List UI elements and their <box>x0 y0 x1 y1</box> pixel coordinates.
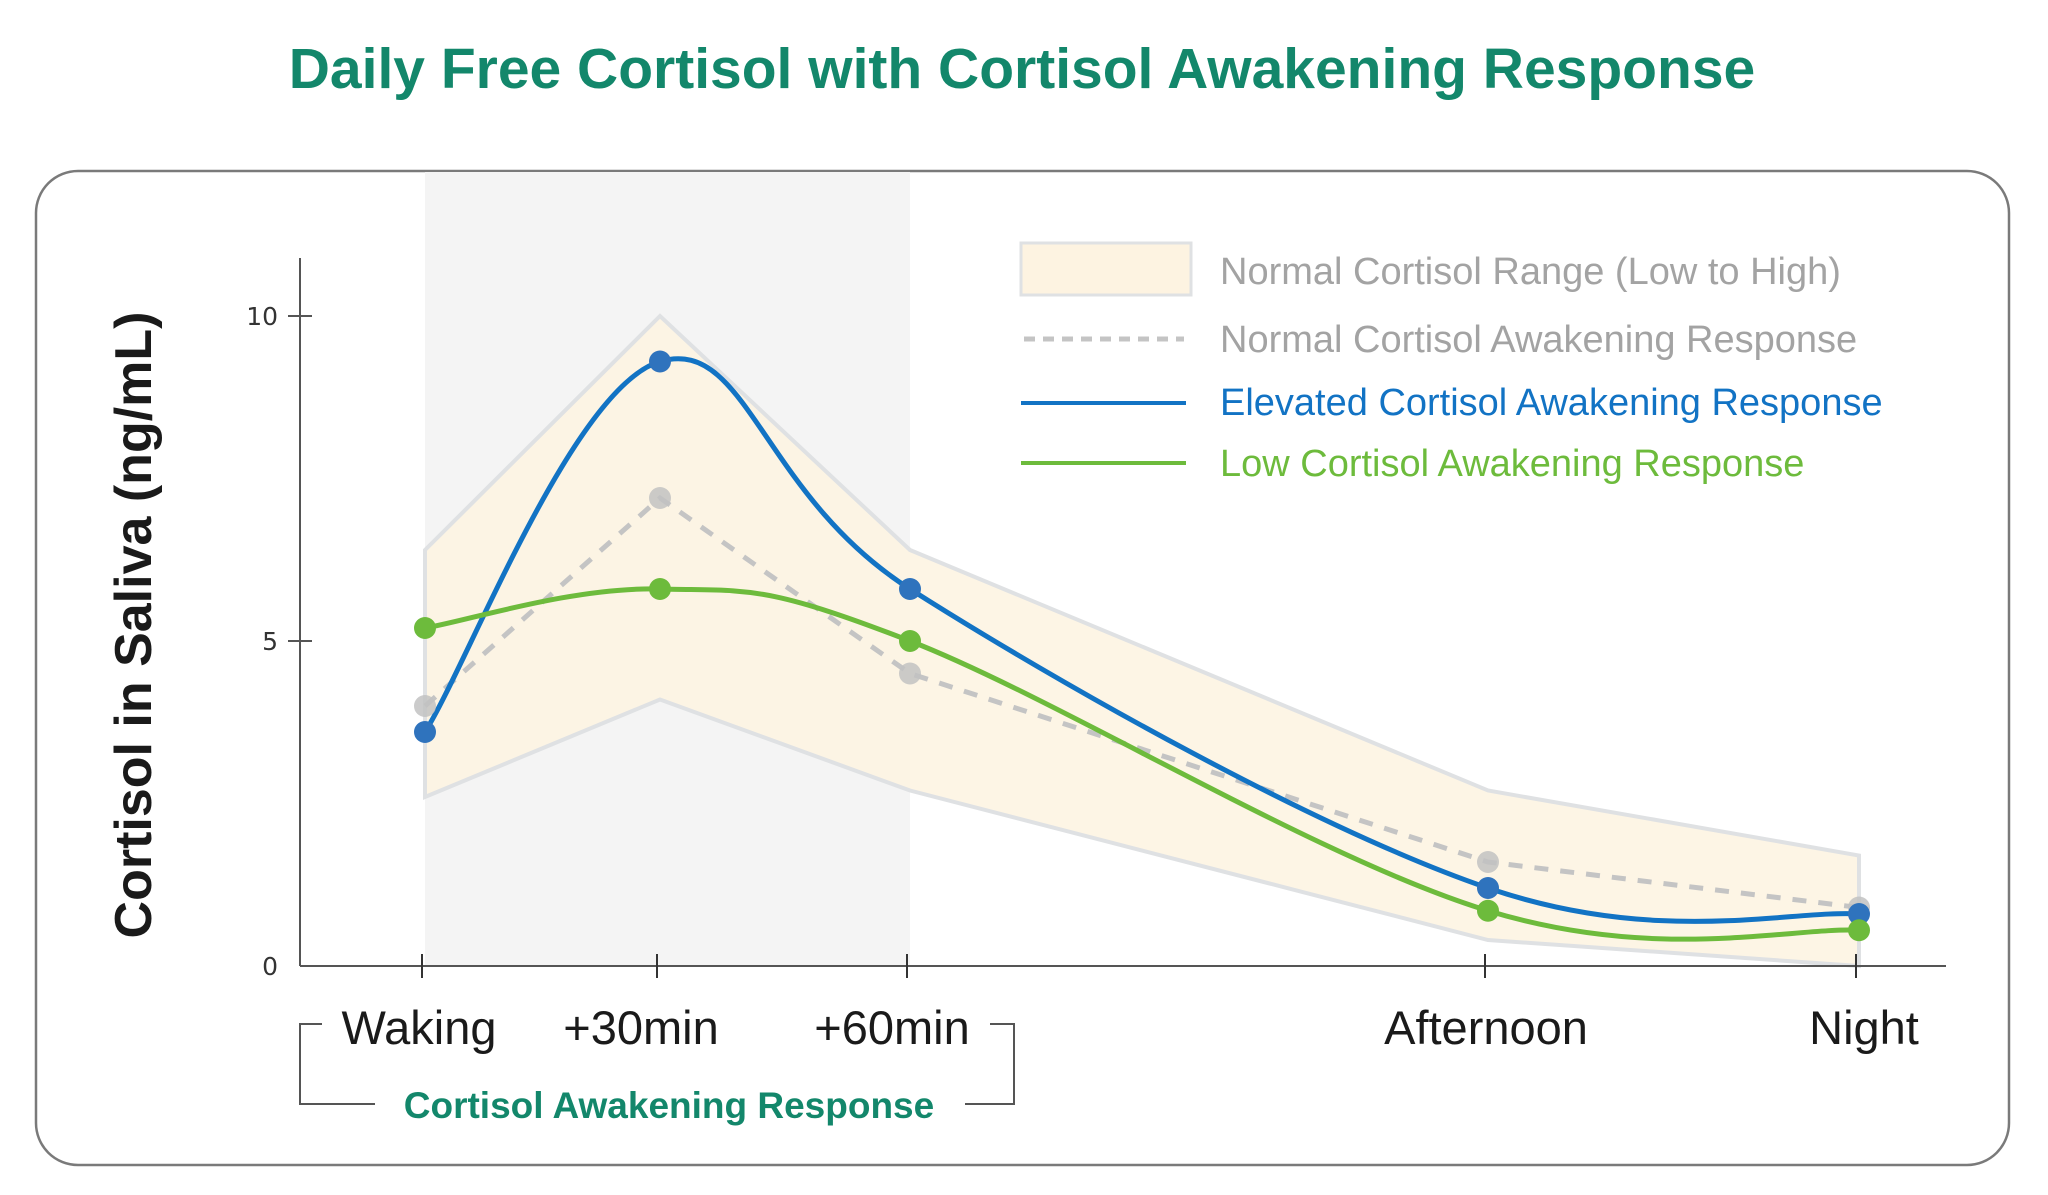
awakening-bracket-right <box>965 1023 1015 1105</box>
legend-label-normal-car: Normal Cortisol Awakening Response <box>1220 319 1857 361</box>
series-line-low-car <box>422 586 1862 942</box>
legend: Normal Cortisol Range (Low to High) Norm… <box>1019 241 1883 485</box>
awakening-bracket-left <box>299 1023 375 1105</box>
legend-label-elevated-car: Elevated Cortisol Awakening Response <box>1220 382 1883 424</box>
data-point-elevated-car-3 <box>1477 877 1499 899</box>
y-tick-label-0: 0 <box>262 952 278 981</box>
data-point-normal-car-1 <box>649 487 671 509</box>
data-point-normal-car-0 <box>414 695 436 717</box>
data-point-elevated-car-1 <box>649 350 671 373</box>
data-point-elevated-car-2 <box>899 578 921 600</box>
legend-swatch-normal-range <box>1019 241 1193 297</box>
data-point-low-car-1 <box>649 578 671 600</box>
x-tick-label-60min: +60min <box>814 1001 969 1054</box>
y-axis-label: Cortisol in Saliva (ng/mL) <box>105 312 163 939</box>
data-point-normal-car-2 <box>899 662 921 685</box>
x-tick-label-night: Night <box>1809 1001 1919 1054</box>
awakening-group-label: Cortisol Awakening Response <box>404 1085 934 1126</box>
data-point-low-car-0 <box>414 617 436 639</box>
legend-label-normal-range: Normal Cortisol Range (Low to High) <box>1220 251 1841 293</box>
data-point-low-car-4 <box>1848 919 1870 942</box>
y-ticks: 0 5 10 <box>246 302 312 981</box>
y-tick-label-5: 5 <box>262 627 278 656</box>
data-point-elevated-car-0 <box>414 721 436 743</box>
chart-title: Daily Free Cortisol with Cortisol Awaken… <box>289 37 1755 101</box>
x-tick-label-waking: Waking <box>342 1001 497 1054</box>
data-point-low-car-3 <box>1477 899 1499 922</box>
data-point-elevated-car-4 <box>1848 903 1870 925</box>
marker-layer <box>414 350 1870 942</box>
x-tick-label-afternoon: Afternoon <box>1384 1001 1588 1054</box>
series-line-normal-car <box>423 494 1860 910</box>
data-point-low-car-2 <box>899 630 921 652</box>
legend-label-low-car: Low Cortisol Awakening Response <box>1220 443 1804 485</box>
data-point-normal-car-3 <box>1477 851 1499 873</box>
y-tick-label-10: 10 <box>246 302 278 331</box>
x-tick-label-30min: +30min <box>563 1001 718 1054</box>
x-ticks <box>421 954 1857 978</box>
